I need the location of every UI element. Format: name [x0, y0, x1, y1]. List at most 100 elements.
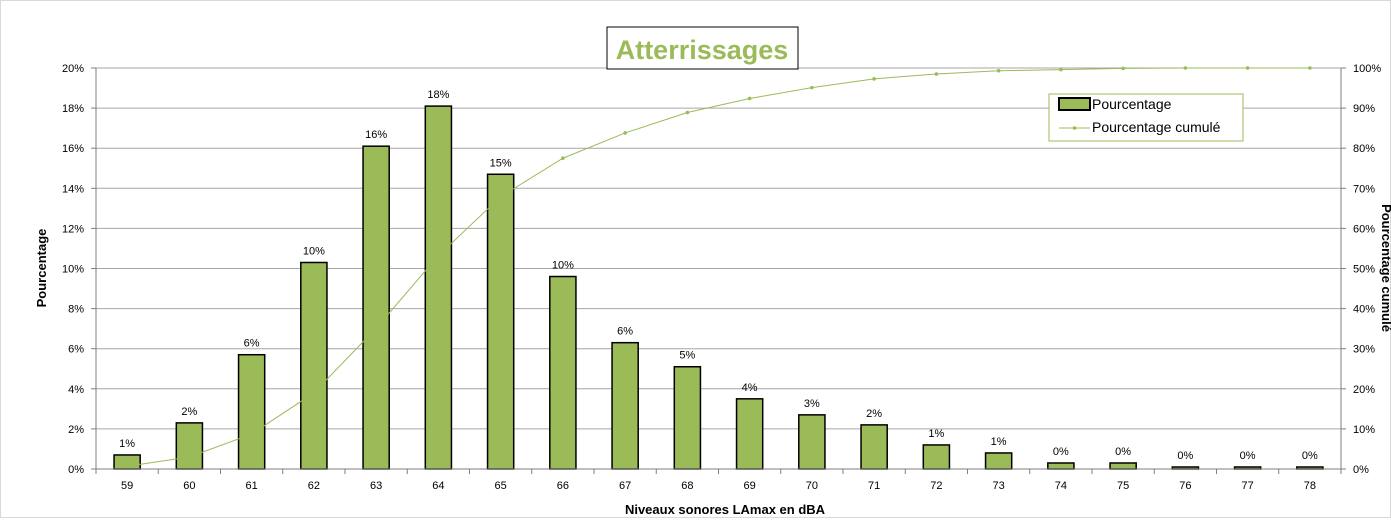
chart-title-box: [606, 26, 799, 70]
bar-data-label: 0%: [1053, 446, 1069, 458]
bar-data-label: 6%: [617, 326, 633, 338]
cumulative-point: [312, 391, 316, 395]
cumulative-point: [747, 96, 752, 101]
y-tick-label: 2%: [68, 424, 84, 436]
y2-tick-label: 10%: [1353, 424, 1375, 436]
y-tick-label: 8%: [68, 304, 84, 316]
bar: [798, 414, 826, 470]
cumulative-line: [127, 67, 1310, 467]
bar: [922, 444, 951, 470]
bar-data-label: 1%: [119, 438, 135, 450]
bar: [611, 341, 639, 470]
x-tick-label: 65: [495, 480, 507, 492]
bar: [237, 353, 266, 470]
x-tick-label: 67: [619, 480, 631, 492]
bar-data-label: 0%: [1302, 450, 1318, 462]
bar-data-label: 2%: [181, 406, 197, 418]
axes-group: 0% 0% 2% 10% 4% 20% 6% 30% 8% 40% 10% 50% 12% 60% 14% 7…: [62, 63, 1381, 492]
y2-tick-label: 30%: [1353, 344, 1375, 356]
cumulative-point: [498, 194, 503, 199]
x-tick-label: 64: [432, 480, 444, 492]
cumulative-point: [1245, 66, 1250, 70]
x-tick-label: 73: [993, 480, 1005, 492]
cumulative-line-group: [125, 66, 1312, 468]
cumulative-point: [561, 156, 565, 161]
bar-data-label: 4%: [742, 382, 758, 394]
x-tick-label: 74: [1055, 480, 1067, 492]
bar-data-label: 16%: [365, 129, 387, 141]
x-tick-label: 76: [1179, 480, 1191, 492]
legend-label-cumule: Pourcentage cumulé: [1092, 119, 1221, 135]
y2-tick-label: 0%: [1353, 464, 1369, 476]
bar: [300, 261, 328, 470]
bar: [362, 145, 390, 470]
x-tick-label: 62: [308, 480, 320, 492]
cumulative-point: [436, 253, 441, 258]
y-tick-label: 12%: [62, 223, 84, 235]
x-tick-label: 61: [246, 480, 258, 492]
bars-group: 1% 2% 6% 10% 16% 18% 15% 10% 6% 5% 4% 3% 2% 1% 1% 0% 0% 0…: [113, 89, 1324, 470]
cumulative-point: [623, 131, 627, 135]
y-tick-label: 14%: [62, 183, 84, 195]
cumulative-point: [934, 72, 939, 76]
bar: [1109, 462, 1137, 470]
cumulative-point: [125, 464, 129, 468]
y-tick-label: 6%: [68, 344, 84, 356]
bar-data-label: 0%: [1240, 450, 1256, 462]
bar: [424, 105, 453, 470]
bar-data-label: 3%: [804, 398, 820, 410]
x-tick-label: 60: [183, 480, 195, 492]
x-tick-label: 77: [1242, 480, 1254, 492]
legend-line-marker: [1072, 126, 1077, 130]
bar-data-label: 10%: [303, 245, 325, 257]
x-tick-label: 63: [370, 480, 382, 492]
cumulative-point: [810, 85, 814, 90]
cumulative-point: [374, 326, 378, 331]
x-tick-label: 66: [557, 480, 569, 492]
cumulative-point: [187, 455, 192, 459]
y-tick-label: 0%: [68, 464, 84, 476]
bar: [1047, 462, 1075, 470]
bar-data-label: 5%: [679, 350, 695, 362]
y-tick-label: 4%: [68, 384, 84, 396]
chart-title: Atterrissages: [616, 35, 789, 65]
bar-data-label: 18%: [427, 89, 449, 101]
x-tick-label: 75: [1117, 480, 1129, 492]
x-tick-label: 72: [930, 480, 942, 492]
cumulative-point: [249, 432, 254, 436]
cumulative-point: [1183, 66, 1188, 70]
y2-tick-label: 100%: [1353, 63, 1381, 75]
x-tick-label: 59: [121, 480, 133, 492]
y-tick-label: 20%: [62, 63, 84, 75]
cumulative-point: [872, 77, 876, 81]
bar-data-label: 1%: [991, 436, 1007, 448]
cumulative-point: [1121, 66, 1125, 71]
x-axis-title: Niveaux sonores LAmax en dBA: [625, 502, 826, 517]
bar: [860, 424, 888, 470]
y-tick-label: 10%: [62, 264, 84, 276]
legend-bar-swatch: [1058, 97, 1091, 111]
y2-axis-title: Pourcentage cumulé: [1379, 204, 1391, 332]
bar: [175, 422, 204, 470]
bar-data-label: 1%: [928, 428, 944, 440]
bar: [673, 365, 702, 470]
x-tick-label: 78: [1304, 480, 1316, 492]
legend: Pourcentage Pourcentage cumulé: [1048, 93, 1244, 142]
y-tick-label: 18%: [62, 103, 84, 115]
x-tick-label: 68: [681, 480, 693, 492]
y2-tick-label: 70%: [1353, 183, 1375, 195]
bar-data-label: 0%: [1115, 446, 1131, 458]
y-axis-title: Pourcentage: [34, 229, 49, 308]
y-tick-label: 16%: [62, 143, 84, 155]
bar: [486, 173, 515, 470]
cumulative-point: [1059, 67, 1063, 72]
y2-tick-label: 90%: [1353, 103, 1375, 115]
y2-tick-label: 40%: [1353, 304, 1375, 316]
bar: [735, 398, 764, 470]
bar: [984, 452, 1013, 470]
bar-data-label: 6%: [244, 338, 260, 350]
bar: [549, 275, 577, 470]
cumulative-point: [996, 69, 1001, 73]
